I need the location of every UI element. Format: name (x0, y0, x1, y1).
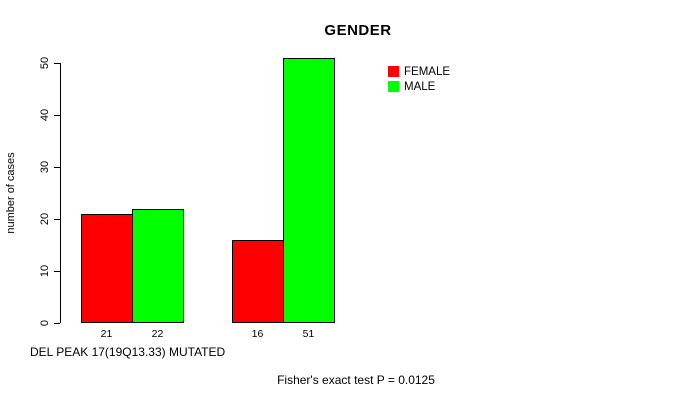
bar-female-group-1 (81, 213, 133, 323)
bar-label-male-group-2: 51 (302, 328, 315, 340)
y-tick-label-40: 40 (39, 108, 51, 122)
legend-swatch-female (388, 66, 399, 77)
y-tick-label-30: 30 (39, 160, 51, 174)
legend-label-male: MALE (404, 80, 436, 93)
bar-female-group-2 (232, 239, 284, 323)
legend-item-female: FEMALE (388, 64, 450, 79)
x-axis-title: DEL PEAK 17(19Q13.33) MUTATED (30, 345, 226, 359)
y-tick-50 (54, 63, 60, 64)
legend-label-female: FEMALE (404, 65, 451, 78)
bar-label-male-group-1: 22 (151, 328, 164, 340)
y-tick-label-0: 0 (39, 319, 51, 327)
bar-label-female-group-2: 16 (251, 328, 264, 340)
y-tick-0 (54, 323, 60, 324)
y-tick-label-10: 10 (39, 264, 51, 278)
y-tick-10 (54, 271, 60, 272)
y-tick-label-20: 20 (39, 212, 51, 226)
legend: FEMALE MALE (388, 64, 450, 94)
y-axis-line (60, 63, 61, 323)
y-tick-label-50: 50 (39, 56, 51, 70)
y-tick-20 (54, 219, 60, 220)
y-tick-30 (54, 167, 60, 168)
y-tick-40 (54, 115, 60, 116)
bar-male-group-2 (283, 57, 335, 323)
bar-male-group-1 (132, 208, 184, 323)
annotation-fishers-test: Fisher's exact test P = 0.0125 (277, 373, 435, 387)
chart-title: GENDER (324, 22, 392, 39)
legend-swatch-male (388, 81, 399, 92)
bar-label-female-group-1: 21 (100, 328, 113, 340)
legend-item-male: MALE (388, 79, 450, 94)
y-axis-title: number of cases (5, 152, 17, 234)
